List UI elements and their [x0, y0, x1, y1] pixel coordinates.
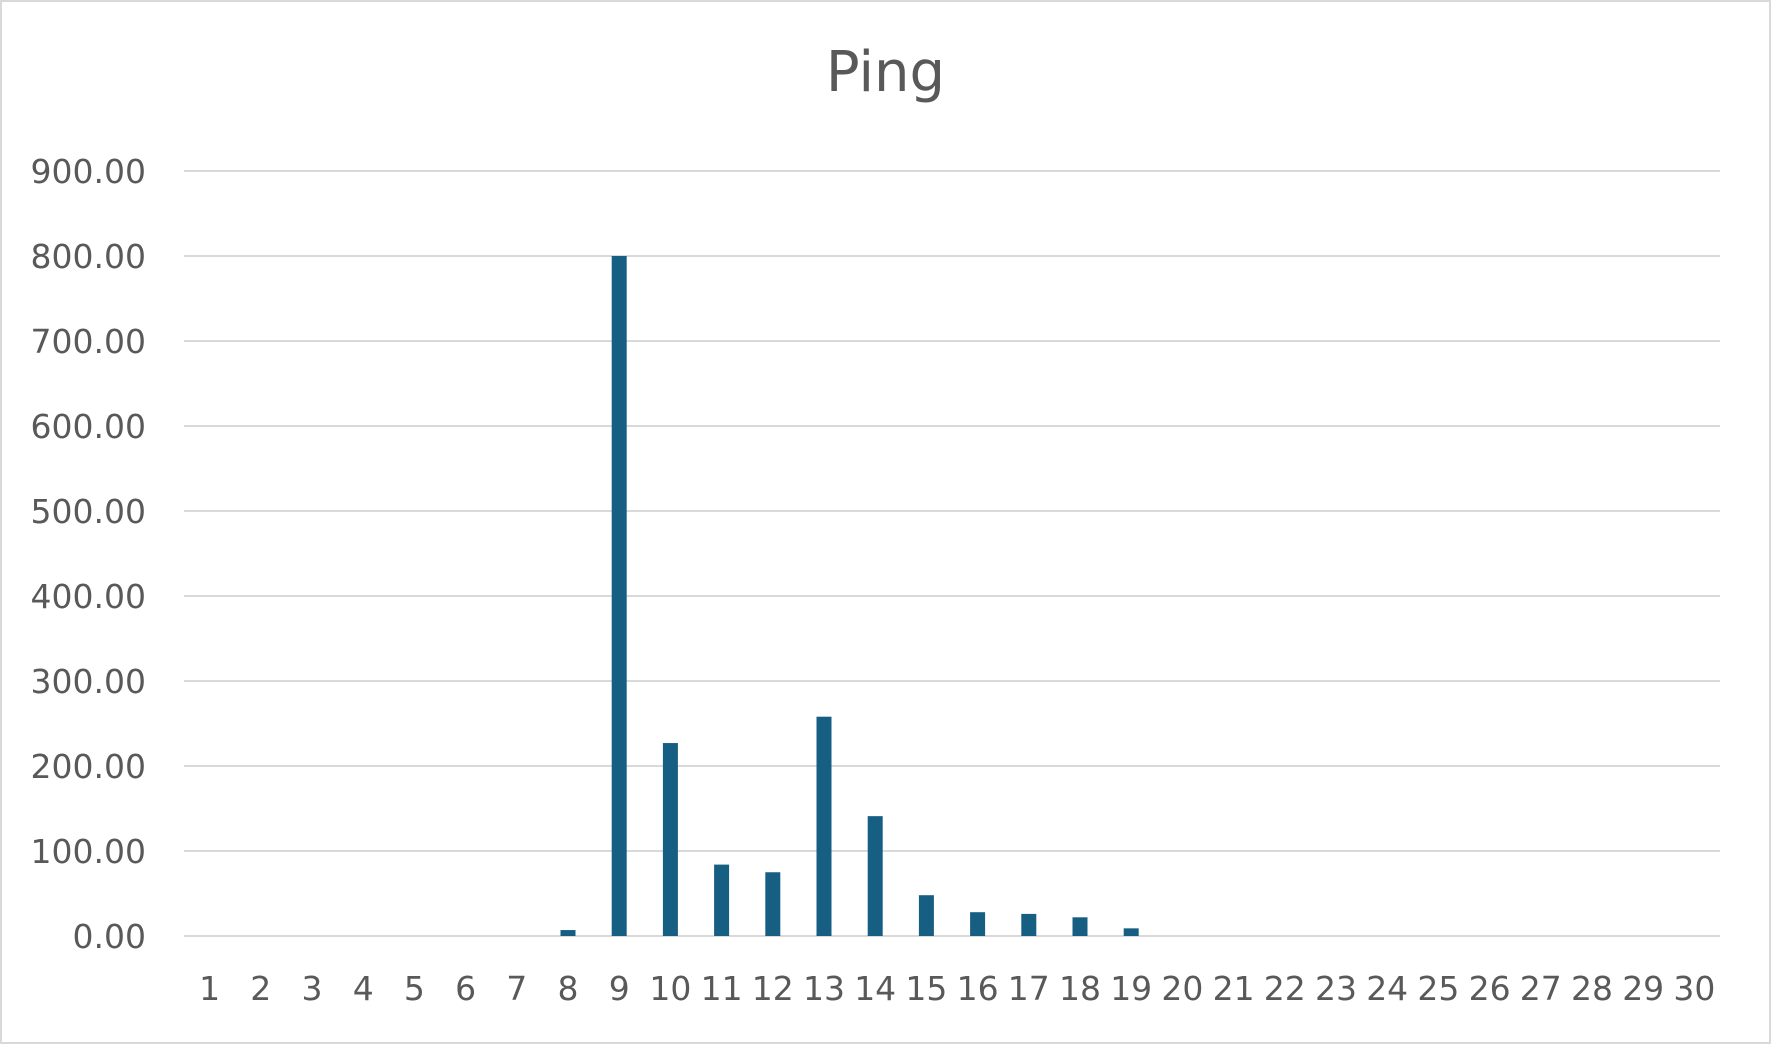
x-tick-label: 22 — [1264, 969, 1306, 1008]
x-tick-label: 1 — [199, 969, 220, 1008]
x-tick-label: 12 — [752, 969, 794, 1008]
y-tick-label: 100.00 — [31, 832, 146, 871]
x-tick-label: 15 — [905, 969, 947, 1008]
x-tick-label: 30 — [1673, 969, 1715, 1008]
y-tick-label: 200.00 — [31, 747, 146, 786]
x-tick-label: 19 — [1110, 969, 1152, 1008]
bar — [1072, 917, 1088, 936]
x-tick-label: 18 — [1059, 969, 1101, 1008]
x-tick-label: 25 — [1417, 969, 1459, 1008]
x-tick-label: 13 — [803, 969, 845, 1008]
bar — [867, 816, 883, 936]
x-tick-label: 24 — [1366, 969, 1408, 1008]
x-tick-label: 2 — [250, 969, 271, 1008]
x-tick-label: 26 — [1469, 969, 1511, 1008]
bar — [765, 872, 781, 936]
x-tick-label: 5 — [404, 969, 425, 1008]
y-tick-label: 900.00 — [31, 152, 146, 191]
bar — [611, 256, 627, 936]
x-tick-label: 8 — [558, 969, 579, 1008]
x-tick-label: 17 — [1008, 969, 1050, 1008]
x-tick-label: 10 — [649, 969, 691, 1008]
chart-title: Ping — [825, 40, 946, 105]
bar — [714, 864, 730, 936]
y-tick-label: 600.00 — [31, 407, 146, 446]
y-tick-label: 400.00 — [31, 577, 146, 616]
x-tick-label: 7 — [506, 969, 527, 1008]
bar — [1021, 913, 1037, 936]
bar — [918, 895, 934, 936]
x-tick-label: 20 — [1161, 969, 1203, 1008]
bar — [970, 912, 986, 936]
bar — [1123, 928, 1139, 936]
x-tick-label: 28 — [1571, 969, 1613, 1008]
x-tick-label: 3 — [302, 969, 323, 1008]
x-tick-label: 11 — [701, 969, 743, 1008]
y-tick-label: 0.00 — [73, 917, 146, 956]
x-tick-label: 9 — [609, 969, 630, 1008]
x-tick-label: 21 — [1213, 969, 1255, 1008]
y-tick-label: 300.00 — [31, 662, 146, 701]
x-tick-label: 29 — [1622, 969, 1664, 1008]
y-tick-label: 500.00 — [31, 492, 146, 531]
bar — [560, 930, 576, 936]
x-tick-label: 27 — [1520, 969, 1562, 1008]
x-tick-label: 23 — [1315, 969, 1357, 1008]
x-tick-label: 6 — [455, 969, 476, 1008]
x-tick-label: 14 — [854, 969, 896, 1008]
x-tick-label: 16 — [957, 969, 999, 1008]
bar — [816, 716, 832, 936]
y-tick-label: 800.00 — [31, 237, 146, 276]
x-tick-label: 4 — [353, 969, 374, 1008]
y-tick-label: 700.00 — [31, 322, 146, 361]
bar — [662, 743, 678, 936]
